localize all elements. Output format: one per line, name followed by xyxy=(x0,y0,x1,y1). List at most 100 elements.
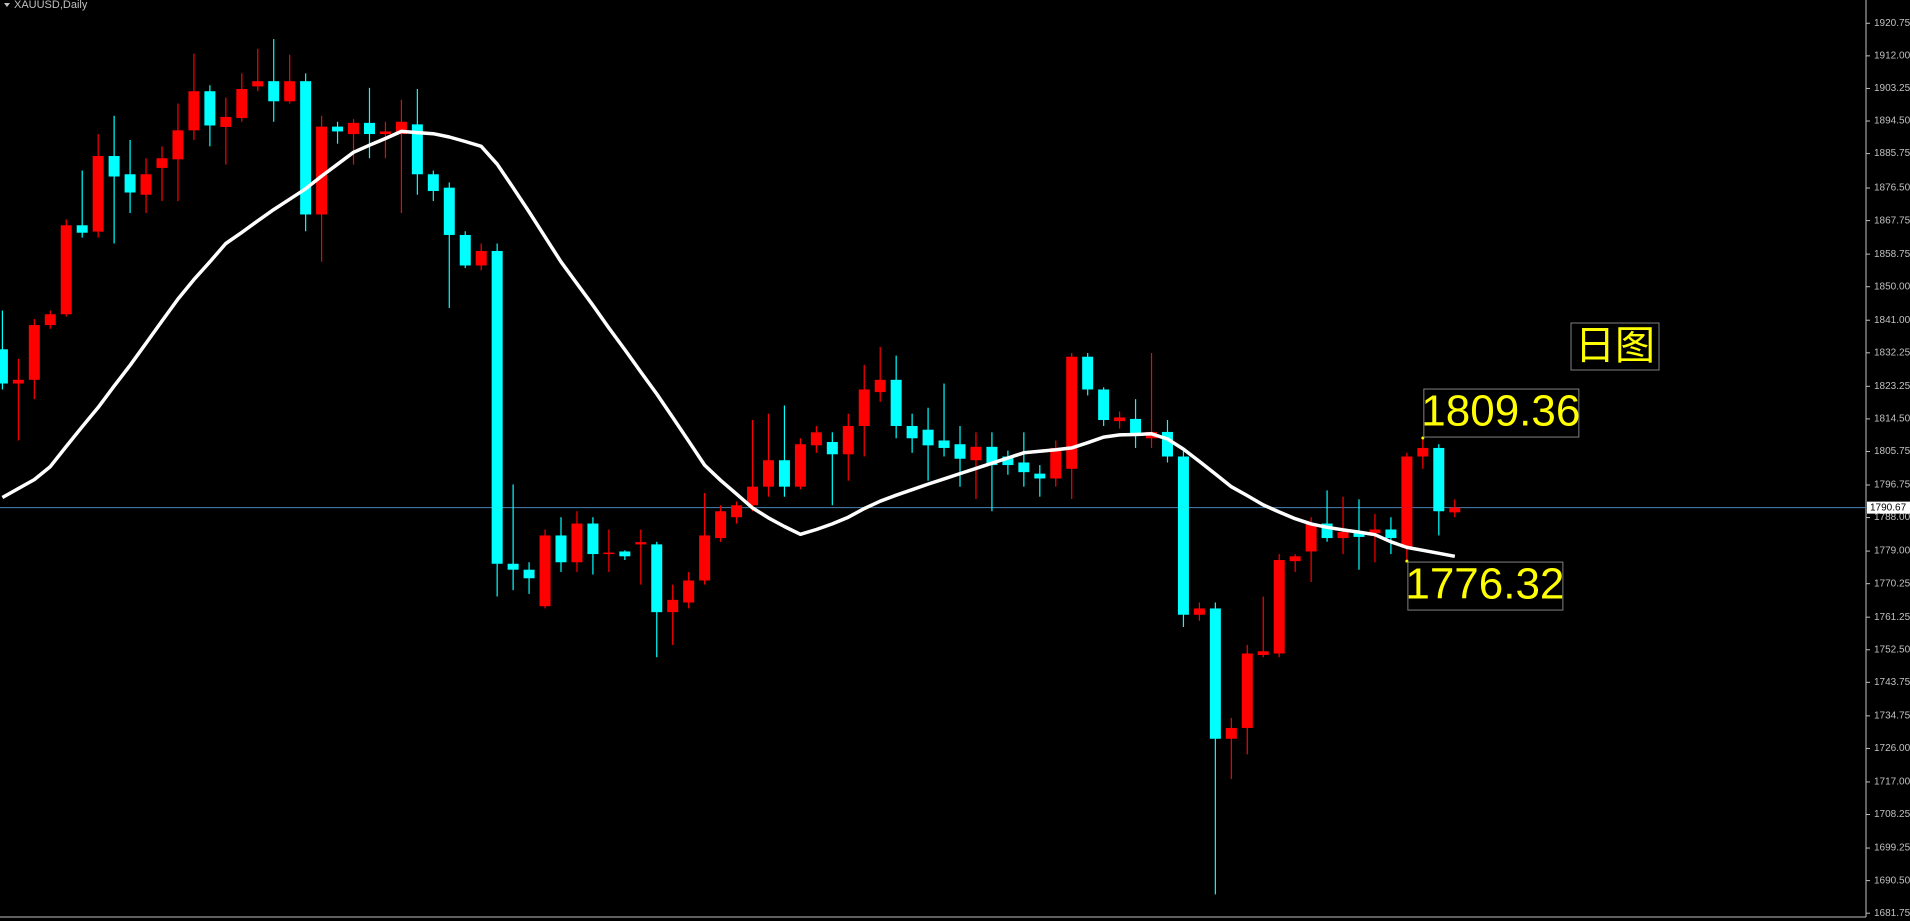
candle-body xyxy=(0,349,8,384)
current-price-tag xyxy=(1867,501,1910,514)
candle-body xyxy=(44,314,56,326)
candle-body xyxy=(284,81,296,102)
candle-body xyxy=(507,563,519,570)
candle-body xyxy=(619,551,631,557)
candle-body xyxy=(1321,523,1333,539)
y-tick-label: 1779.00 xyxy=(1874,546,1910,557)
candle-body xyxy=(1130,418,1142,436)
candle-body xyxy=(491,250,503,564)
candle-body xyxy=(842,425,854,455)
candle-body xyxy=(938,440,950,448)
candle-body xyxy=(108,156,120,177)
candle-body xyxy=(1289,556,1301,562)
y-tick-label: 1858.75 xyxy=(1874,249,1910,260)
y-tick-label: 1796.75 xyxy=(1874,480,1910,491)
candle-body xyxy=(635,542,647,545)
candle-body xyxy=(747,486,759,506)
y-tick-label: 1726.00 xyxy=(1874,743,1910,754)
candle-body xyxy=(1241,653,1253,728)
candle-body xyxy=(874,379,886,393)
chart-title: XAUUSD,Daily xyxy=(14,0,88,11)
candle-body xyxy=(332,126,344,132)
candle-body xyxy=(970,446,982,461)
candle-body xyxy=(1353,532,1365,537)
candle-body xyxy=(858,389,870,426)
y-tick-label: 1920.75 xyxy=(1874,18,1910,29)
candle-body xyxy=(587,523,599,555)
price-label: 1776.32 xyxy=(1405,560,1564,609)
candle-body xyxy=(300,81,312,215)
candle-body xyxy=(236,88,248,119)
candle-body xyxy=(810,432,822,446)
y-tick-label: 1699.25 xyxy=(1874,843,1910,854)
candle-body xyxy=(395,121,407,135)
candle-body xyxy=(1018,462,1030,473)
moving-average-line xyxy=(1,129,1456,559)
candle-body xyxy=(188,91,200,131)
annotation: 日图 xyxy=(1575,323,1655,369)
candle-body xyxy=(1433,447,1445,512)
y-tick-label: 1850.00 xyxy=(1874,281,1910,292)
y-tick-label: 1876.50 xyxy=(1874,183,1910,194)
y-tick-label: 1690.50 xyxy=(1874,875,1910,886)
price-label: 1809.36 xyxy=(1421,387,1580,436)
candle-body xyxy=(411,124,423,175)
y-tick-label: 1841.00 xyxy=(1874,315,1910,326)
candle-body xyxy=(220,116,232,127)
candle-body xyxy=(76,225,88,233)
candle-body xyxy=(316,126,328,215)
candle-body xyxy=(60,225,72,315)
price-label-box xyxy=(1423,388,1580,438)
candle-body xyxy=(443,187,455,235)
candle-body xyxy=(1449,507,1461,513)
candle-body xyxy=(539,535,551,607)
candle-body xyxy=(140,174,152,195)
candle-body xyxy=(794,444,806,487)
candle-body xyxy=(427,174,439,192)
candle-body xyxy=(172,130,184,160)
y-tick-label: 1832.25 xyxy=(1874,347,1910,358)
candle-body xyxy=(715,511,727,539)
price-label-box xyxy=(1407,561,1564,611)
candle-body xyxy=(1401,456,1413,548)
candle-body xyxy=(1034,473,1046,479)
candle-body xyxy=(1066,356,1078,469)
y-tick-label: 1734.75 xyxy=(1874,710,1910,721)
candle-body xyxy=(555,535,567,563)
candle-body xyxy=(28,325,40,380)
candle-body xyxy=(603,552,615,555)
candle-body xyxy=(986,446,998,466)
candle-body xyxy=(954,444,966,459)
y-tick-label: 1752.50 xyxy=(1874,644,1910,655)
candle-body xyxy=(268,81,280,102)
candle-body xyxy=(922,429,934,446)
candle-body xyxy=(890,379,902,426)
candle-body xyxy=(1177,456,1189,615)
candle-body xyxy=(348,122,360,135)
candle-body xyxy=(124,174,136,193)
candle-body xyxy=(379,131,391,135)
y-tick-label: 1681.75 xyxy=(1874,908,1910,919)
candle-body xyxy=(683,580,695,603)
y-tick-label: 1885.75 xyxy=(1874,148,1910,159)
candle-body xyxy=(826,441,838,455)
candle-body xyxy=(1098,389,1110,421)
y-tick-label: 1894.50 xyxy=(1874,116,1910,127)
candle-body xyxy=(906,425,918,439)
candle-body xyxy=(1161,431,1173,457)
candle-body xyxy=(1114,417,1126,422)
y-tick-label: 1805.75 xyxy=(1874,446,1910,457)
menu-arrow xyxy=(4,3,10,7)
y-tick-label: 1708.25 xyxy=(1874,809,1910,820)
candle-body xyxy=(459,234,471,266)
candle-body xyxy=(1337,532,1349,539)
candle-body xyxy=(651,544,663,613)
candle-body xyxy=(363,122,375,135)
candle-body xyxy=(156,158,168,168)
current-price-label: 1790.67 xyxy=(1870,502,1907,513)
y-tick-label: 1814.50 xyxy=(1874,414,1910,425)
annotation-box xyxy=(1570,322,1660,371)
y-tick-label: 1788.00 xyxy=(1874,512,1910,523)
